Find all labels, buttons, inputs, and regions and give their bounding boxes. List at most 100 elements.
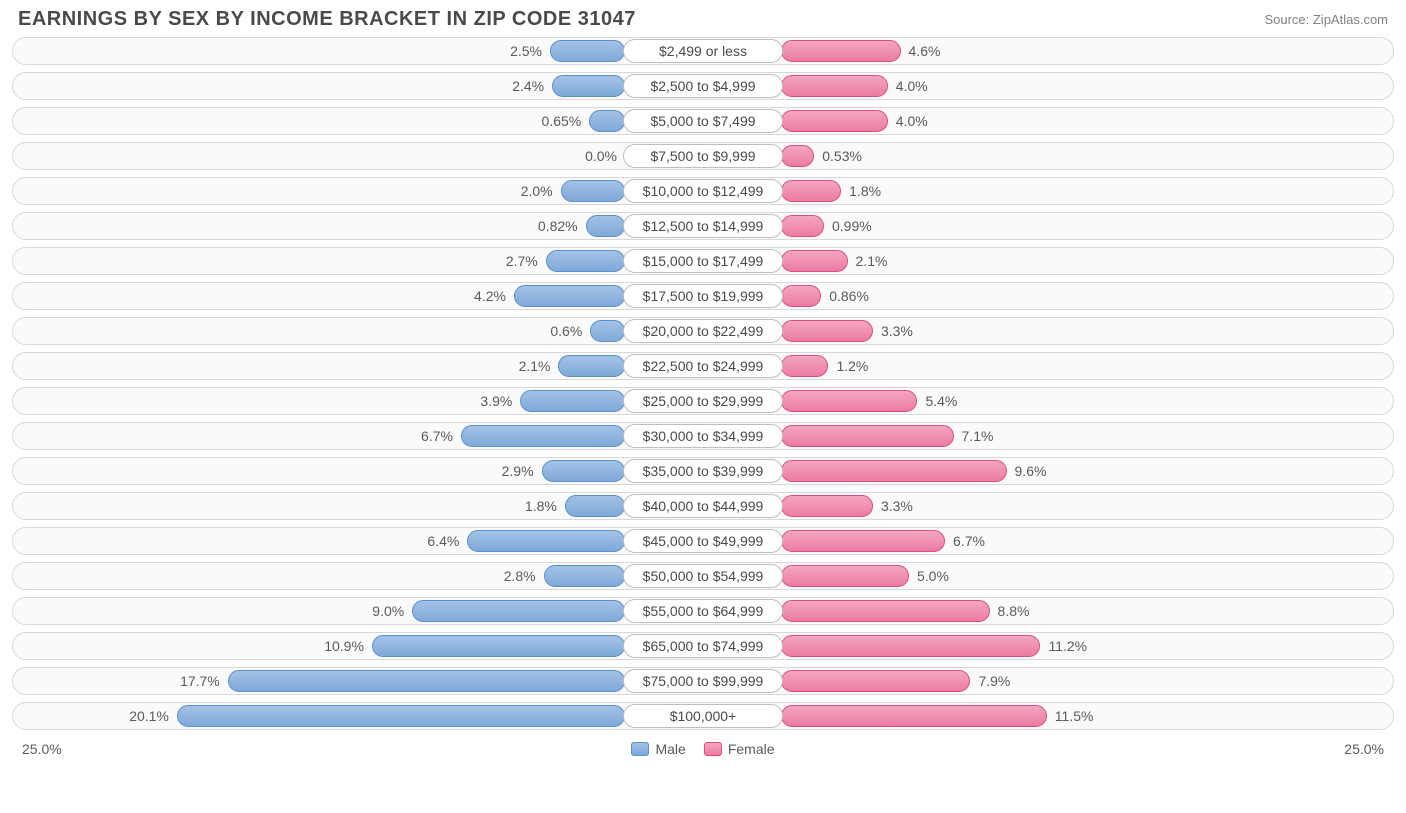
male-bar (590, 320, 625, 342)
bracket-label: $2,500 to $4,999 (623, 74, 783, 98)
female-bar (781, 110, 888, 132)
female-bar (781, 390, 917, 412)
bracket-label: $10,000 to $12,499 (623, 179, 783, 203)
bracket-label: $17,500 to $19,999 (623, 284, 783, 308)
male-side: 2.0% (15, 180, 705, 202)
male-pct-label: 6.7% (413, 428, 461, 444)
male-side: 0.6% (15, 320, 705, 342)
male-bar (552, 75, 625, 97)
female-side: 2.1% (701, 250, 1391, 272)
female-pct-label: 1.2% (828, 358, 876, 374)
chart-title: EARNINGS BY SEX BY INCOME BRACKET IN ZIP… (18, 8, 636, 31)
male-pct-label: 17.7% (172, 673, 228, 689)
legend-male: Male (631, 741, 685, 757)
female-side: 8.8% (701, 600, 1391, 622)
female-side: 7.9% (701, 670, 1391, 692)
chart-row: $55,000 to $64,9999.0%8.8% (12, 597, 1394, 625)
bracket-label: $22,500 to $24,999 (623, 354, 783, 378)
male-bar (550, 40, 625, 62)
female-side: 3.3% (701, 320, 1391, 342)
male-swatch-icon (631, 742, 649, 756)
bracket-label: $65,000 to $74,999 (623, 634, 783, 658)
female-side: 5.4% (701, 390, 1391, 412)
chart-legend: Male Female (631, 741, 774, 757)
chart-row: $2,500 to $4,999 2.4% 4.0% (12, 72, 1394, 100)
chart-row: $15,000 to $17,4992.7% 2.1% (12, 247, 1394, 275)
male-bar (589, 110, 625, 132)
female-pct-label: 2.1% (848, 253, 896, 269)
male-pct-label: 4.2% (466, 288, 514, 304)
female-pct-label: 6.7% (945, 533, 993, 549)
male-side: 1.8% (15, 495, 705, 517)
diverging-bar-chart: $2,499 or less2.5%4.6%$2,500 to $4,9992.… (0, 35, 1406, 741)
bracket-label: $7,500 to $9,999 (623, 144, 783, 168)
male-bar (561, 180, 625, 202)
female-side: 0.99% (701, 215, 1391, 237)
female-side: 4.6% (701, 40, 1391, 62)
bracket-label: $45,000 to $49,999 (623, 529, 783, 553)
axis-right-max: 25.0% (1344, 741, 1384, 757)
female-bar (781, 530, 945, 552)
male-pct-label: 2.4% (504, 78, 552, 94)
male-pct-label: 2.5% (502, 43, 550, 59)
female-pct-label: 4.6% (901, 43, 949, 59)
female-side: 9.6% (701, 460, 1391, 482)
female-bar (781, 705, 1047, 727)
female-bar (781, 75, 888, 97)
male-side: 6.4% (15, 530, 705, 552)
male-pct-label: 0.65% (534, 113, 590, 129)
male-side: 10.9% (15, 635, 705, 657)
female-pct-label: 3.3% (873, 323, 921, 339)
female-pct-label: 5.4% (917, 393, 965, 409)
male-bar (514, 285, 625, 307)
male-bar (544, 565, 625, 587)
male-bar (228, 670, 625, 692)
female-bar (781, 425, 954, 447)
chart-row: $40,000 to $44,9991.8%3.3% (12, 492, 1394, 520)
female-pct-label: 0.86% (821, 288, 877, 304)
female-pct-label: 1.8% (841, 183, 889, 199)
male-bar (467, 530, 625, 552)
male-bar (565, 495, 625, 517)
female-bar (781, 565, 909, 587)
male-side: 2.1% (15, 355, 705, 377)
chart-row: $35,000 to $39,9992.9%9.6% (12, 457, 1394, 485)
chart-row: $20,000 to $22,4990.6% 3.3% (12, 317, 1394, 345)
male-side: 0.0% (15, 145, 705, 167)
male-pct-label: 9.0% (364, 603, 412, 619)
chart-row: $17,500 to $19,999 4.2% 0.86% (12, 282, 1394, 310)
bracket-label: $12,500 to $14,999 (623, 214, 783, 238)
female-side: 1.2% (701, 355, 1391, 377)
female-side: 5.0% (701, 565, 1391, 587)
male-bar (412, 600, 625, 622)
female-bar (781, 495, 873, 517)
male-side: 0.65% (15, 110, 705, 132)
bracket-label: $20,000 to $22,499 (623, 319, 783, 343)
female-pct-label: 9.6% (1007, 463, 1055, 479)
female-pct-label: 11.2% (1040, 638, 1095, 654)
male-pct-label: 6.4% (419, 533, 467, 549)
female-pct-label: 11.5% (1047, 708, 1102, 724)
male-pct-label: 2.1% (511, 358, 559, 374)
legend-male-label: Male (655, 741, 685, 757)
chart-row: $100,000+20.1%11.5% (12, 702, 1394, 730)
female-side: 11.5% (701, 705, 1391, 727)
female-bar (781, 215, 824, 237)
male-bar (558, 355, 625, 377)
chart-row: $2,499 or less2.5%4.6% (12, 37, 1394, 65)
female-bar (781, 355, 828, 377)
female-side: 6.7% (701, 530, 1391, 552)
chart-row: $12,500 to $14,9990.82%0.99% (12, 212, 1394, 240)
male-bar (177, 705, 625, 727)
female-bar (781, 40, 901, 62)
male-side: 2.7% (15, 250, 705, 272)
bracket-label: $15,000 to $17,499 (623, 249, 783, 273)
bracket-label: $35,000 to $39,999 (623, 459, 783, 483)
chart-row: $10,000 to $12,4992.0% 1.8% (12, 177, 1394, 205)
male-bar (461, 425, 625, 447)
male-bar (586, 215, 625, 237)
female-side: 4.0% (701, 75, 1391, 97)
bracket-label: $40,000 to $44,999 (623, 494, 783, 518)
female-pct-label: 0.53% (814, 148, 870, 164)
male-bar (542, 460, 625, 482)
